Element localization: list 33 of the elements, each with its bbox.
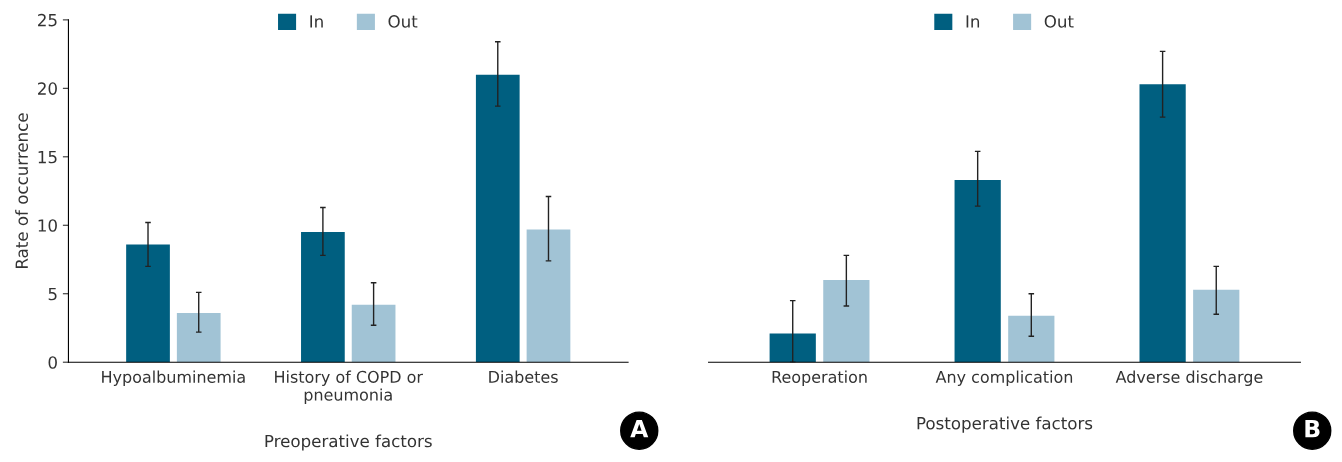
bar xyxy=(301,232,345,363)
bar xyxy=(1193,289,1240,363)
legend-label: In xyxy=(966,15,980,28)
x-tick-label: Hypoalbuminemia xyxy=(102,370,245,386)
text: B xyxy=(1305,419,1320,438)
bar xyxy=(954,180,1001,363)
x-tick-label: Any complication xyxy=(935,370,1073,386)
y-tick-label: 5 xyxy=(48,287,57,301)
bar xyxy=(1008,315,1055,363)
legend-label: In xyxy=(310,15,323,28)
bar xyxy=(769,333,816,363)
y-tick-label: 25 xyxy=(38,13,57,27)
bar xyxy=(823,280,870,363)
x-tick-label: History of COPD or pneumonia xyxy=(275,370,423,404)
bar xyxy=(176,312,221,363)
bar xyxy=(126,244,170,363)
bar xyxy=(526,229,571,363)
bar xyxy=(1139,84,1186,363)
legend-label: Out xyxy=(1044,15,1074,28)
y-axis-title: Rate of occurrence xyxy=(15,113,29,269)
x-tick-label: Reoperation xyxy=(772,370,867,386)
y-tick-label: 20 xyxy=(38,82,57,95)
bar xyxy=(475,74,520,363)
x-axis-title: Preoperative factors xyxy=(265,434,432,451)
bar xyxy=(351,304,396,363)
x-axis-title: Postoperative factors xyxy=(917,416,1093,433)
y-tick-label: 15 xyxy=(38,150,57,164)
y-tick-label: 10 xyxy=(38,219,57,232)
legend-label: Out xyxy=(388,15,418,28)
y-tick-label: 0 xyxy=(48,356,57,369)
x-tick-label: Adverse discharge xyxy=(1115,370,1263,386)
x-tick-label: Diabetes xyxy=(489,370,558,383)
text: A xyxy=(630,419,649,438)
